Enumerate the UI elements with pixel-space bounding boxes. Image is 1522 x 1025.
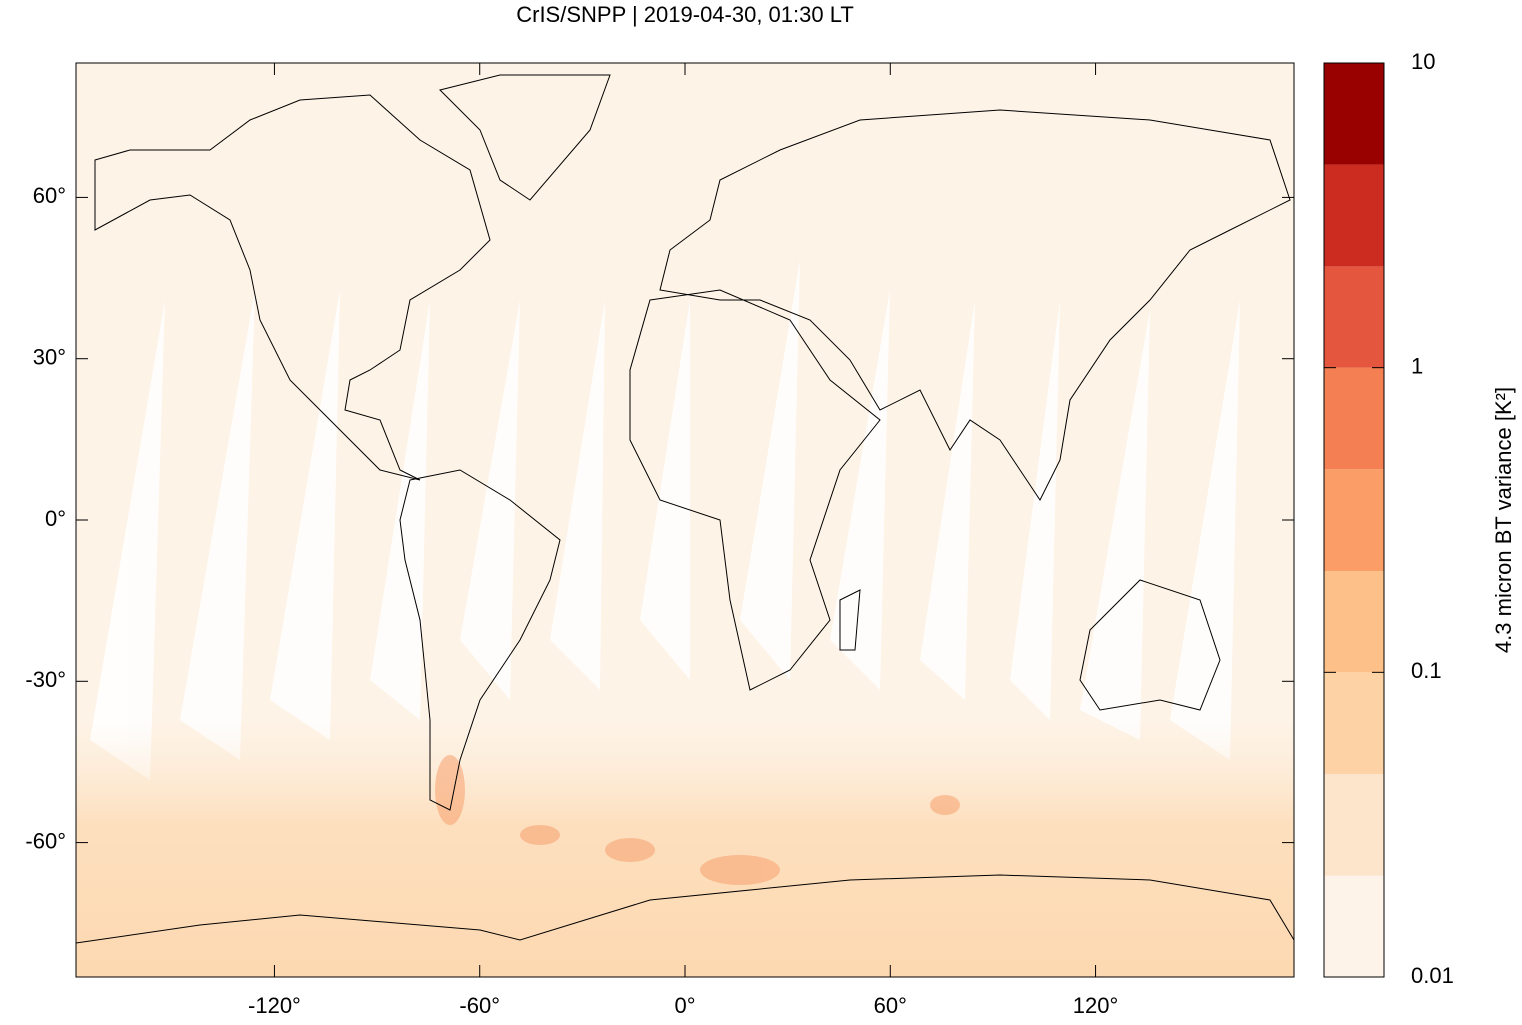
colorbar-band (1324, 875, 1384, 977)
coastlines (75, 74, 1295, 944)
y-tick-label: -60° (25, 828, 66, 853)
colorbar-band (1324, 63, 1384, 165)
colorbar-band (1324, 571, 1384, 673)
colorbar-band (1324, 672, 1384, 774)
colorbar-band (1324, 367, 1384, 470)
colorbar-tick-label: 0.1 (1411, 658, 1442, 683)
x-tick-label: -60° (459, 993, 500, 1018)
colorbar-band (1324, 266, 1384, 368)
colorbar-tick-label: 0.01 (1411, 963, 1454, 988)
colorbar-band (1324, 469, 1384, 572)
chart-title: CrIS/SNPP | 2019-04-30, 01:30 LT (516, 2, 854, 27)
map-background (76, 63, 1294, 977)
colorbar-frame (1323, 62, 1385, 978)
x-tick-label: 120° (1073, 993, 1119, 1018)
x-tick-label: 60° (874, 993, 907, 1018)
y-tick-label: 0° (45, 506, 66, 531)
y-tick-label: 30° (33, 345, 66, 370)
x-tick-label: -120° (248, 993, 301, 1018)
colorbar-band (1324, 164, 1384, 267)
y-tick-label: -30° (25, 667, 66, 692)
colorbar-tick-label: 10 (1411, 49, 1435, 74)
y-tick-label: 60° (33, 183, 66, 208)
x-tick-label: 0° (674, 993, 695, 1018)
colorbar-label: 4.3 micron BT variance [K²] (1491, 387, 1516, 653)
colorbar-tick-label: 1 (1411, 353, 1423, 378)
colorbar-band (1324, 773, 1384, 876)
